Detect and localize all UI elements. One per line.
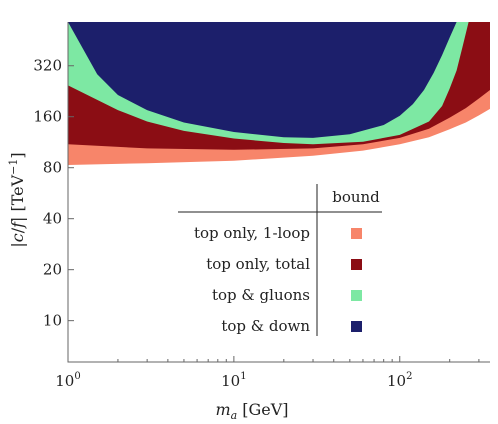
y-tick-label: 320	[33, 57, 62, 75]
legend: bound top only, 1-loop top only, total top…	[178, 184, 382, 336]
legend-entry: top & down	[221, 317, 362, 335]
legend-label: top only, total	[206, 255, 310, 273]
y-axis-label: |c/f| [TeV−1]	[7, 152, 27, 247]
svg-text:ma [GeV]: ma [GeV]	[215, 400, 288, 422]
x-tick-label: 102	[387, 371, 412, 390]
x-tick-label: 101	[221, 371, 246, 390]
svg-text:|c/f| [TeV−1]: |c/f| [TeV−1]	[7, 152, 27, 247]
region-4	[68, 22, 490, 138]
legend-label: top & down	[221, 317, 310, 335]
legend-entry: top & gluons	[212, 286, 362, 304]
y-tick-label: 20	[43, 261, 62, 279]
y-tick-label: 40	[43, 210, 62, 228]
y-tick-label: 10	[43, 312, 62, 330]
legend-swatch	[351, 290, 362, 301]
plot-area	[68, 22, 490, 165]
legend-entry: top only, total	[206, 255, 362, 273]
legend-label: top & gluons	[212, 286, 310, 304]
legend-label: top only, 1-loop	[194, 224, 310, 242]
x-tick-label: 100	[55, 371, 80, 390]
legend-header: bound	[332, 188, 380, 206]
y-tick-label: 80	[43, 159, 62, 177]
y-tick-label: 160	[33, 108, 62, 126]
legend-entry: top only, 1-loop	[194, 224, 362, 242]
legend-swatch	[351, 228, 362, 239]
axes	[67, 22, 490, 363]
x-axis-label: ma [GeV]	[215, 400, 288, 422]
tick-labels: 100 101 102 10 20 40 80 160 320	[33, 57, 412, 390]
legend-swatch	[351, 259, 362, 270]
legend-swatch	[351, 321, 362, 332]
